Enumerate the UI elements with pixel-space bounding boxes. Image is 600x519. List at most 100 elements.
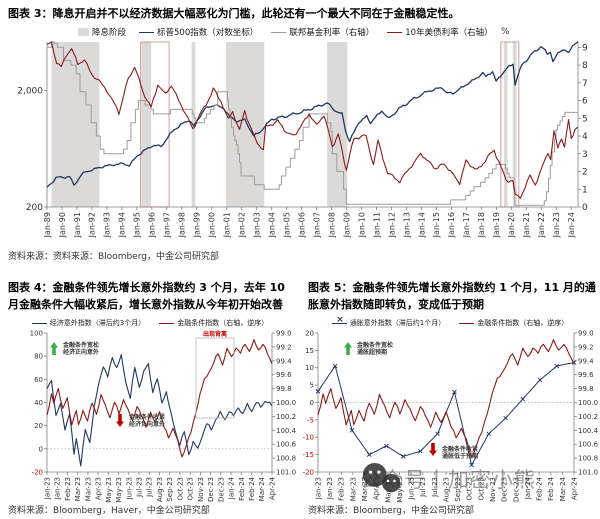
axis-tick-label: 99.0: [276, 329, 292, 337]
annotation-box: [195, 337, 235, 419]
axis-tick-label: 20: [34, 422, 43, 430]
inflation-surprise-marker: [537, 377, 543, 383]
axis-tick-label: Jan-23: [552, 212, 561, 238]
fig3-source: 资料来源：资料来源：Bloomberg，中金公司研究部: [8, 252, 219, 262]
arrow-down-icon: [116, 414, 124, 427]
fig3-chart: 2,000 200 0 1 2 3 4 5 6 7 8 9 Jan-89 Jan-90 Jan-91 Jan-…: [17, 41, 588, 238]
axis-tick-label: 99.4: [276, 357, 292, 365]
axis-tick-label: Jan-22: [537, 212, 546, 238]
legend-item-inflation-surprise: 通胀意外指数（滞后约1个月）: [331, 315, 446, 328]
axis-tick-label: Jul-23: [419, 477, 427, 498]
axis-tick-label: May-23: [105, 477, 113, 503]
fed-funds-line: [47, 41, 578, 206]
axis-tick-label: 99.6: [578, 371, 594, 379]
axis-tick-label: Jan-91: [73, 212, 82, 238]
rate-cut-band: [503, 42, 508, 207]
axis-tick-label: Jan-92: [88, 212, 97, 238]
axis-tick-label: Jan-19: [492, 212, 501, 238]
axis-tick-label: Jan-17: [462, 212, 471, 238]
axis-tick-label: Jan-24: [524, 476, 532, 500]
axis-tick-label: Jun-23: [408, 477, 416, 500]
axis-tick-label: Jan-98: [178, 212, 187, 238]
axis-tick-label: 1: [582, 185, 588, 195]
rate-cut-band: [141, 42, 152, 207]
inflation-surprise-marker: [315, 389, 321, 394]
axis-tick-label: Apr-24: [570, 476, 578, 500]
legend-item-fin-conditions: 金融条件指数（右轴，逆序）: [159, 318, 268, 328]
axis-tick-label: Jan-95: [133, 212, 142, 238]
axis-tick-label: Mar-23: [349, 477, 357, 501]
axis-tick-label: Dec-23: [512, 477, 520, 502]
axis-tick-label: Jan-14: [417, 212, 426, 238]
legend-item-us-10y: 10年美债利率（右轴）: [387, 26, 493, 38]
legend-item-rate-cut-band: 降息阶段: [78, 26, 126, 38]
axis-tick-label: 99.0: [578, 329, 594, 337]
axis-tick-label: 100.2: [578, 413, 598, 421]
inflation-surprise-marker: [503, 415, 508, 421]
line-swatch: [271, 28, 287, 37]
arrow-up-icon: [50, 342, 58, 355]
inflation-surprise-marker: [486, 431, 492, 437]
axis-tick-label: Apr-23: [373, 477, 381, 500]
right-axis-unit: %: [501, 27, 510, 37]
axis-tick-label: Jan-03: [253, 212, 262, 238]
axis-tick-label: 99.8: [578, 385, 594, 393]
axis-tick-label: 10: [305, 364, 314, 372]
wechat-icon: [362, 462, 401, 492]
axis-tick-label: -20: [303, 468, 314, 476]
line-swatch: [159, 319, 175, 328]
axis-tick-label: Nov-23: [489, 477, 497, 502]
axis-tick-label: Jan-08: [327, 212, 336, 238]
axis-tick-label: 100.0: [276, 399, 296, 407]
axis-tick-label: 99.8: [276, 385, 292, 393]
legend-label: 降息阶段: [92, 28, 127, 38]
axis-tick-label: Jan-16: [447, 212, 456, 238]
axis-tick-label: Jan-23: [54, 477, 62, 500]
fig4-source: 资料来源：Bloomberg，Haver，中金公司研究部: [8, 506, 210, 516]
axis-tick-label: Jan-12: [387, 212, 396, 238]
legend-label: 联邦基金利率（右轴）: [289, 28, 375, 38]
axis-tick-label: -20: [32, 468, 43, 476]
axis-tick-label: Jan-99: [193, 212, 202, 238]
fig3-title: 图表 3：降息开启并不以经济数据大幅恶化为门槛，此轮还有一个最大不同在于金融稳定…: [8, 7, 460, 20]
inflation-surprise-marker: [332, 363, 338, 369]
axis-tick-label: -5: [307, 416, 314, 424]
inflation-surprise-marker: [520, 396, 526, 402]
axis-tick-label: 20: [305, 329, 314, 337]
axis-tick-label: May-23: [115, 477, 123, 503]
axis-tick-label: Jan-24: [228, 476, 236, 500]
axis-tick-label: 60: [34, 376, 43, 384]
axis-tick-label: Mar-24: [258, 476, 266, 501]
axis-tick-label: 3: [582, 150, 588, 160]
axis-tick-label: Mar-24: [559, 476, 567, 501]
axis-tick-label: Jan-13: [402, 212, 411, 238]
rate-cut-band: [512, 42, 517, 207]
axis-tick-label: Jan-05: [282, 212, 291, 238]
legend-label: 经济意外指数（滞后约3个月）: [49, 319, 146, 327]
fin-conditions-line: [46, 339, 273, 458]
legend-label: 通胀意外指数（滞后约1个月）: [349, 319, 446, 327]
axis-tick-label: Oct-23: [466, 477, 474, 501]
axis-tick-label: Jul-23: [146, 477, 154, 498]
axis-tick-label: 2: [582, 168, 588, 178]
fig5-legend: 通胀意外指数（滞后约1个月） 金融条件指数（右轴，逆序）: [300, 315, 600, 328]
inflation-surprise-marker: [435, 431, 440, 437]
axis-tick-label: Oct-23: [187, 477, 195, 501]
axis-tick-label: Jan-97: [163, 212, 172, 238]
inflation-surprise-marker: [349, 427, 355, 433]
legend-label: 标普500指数（对数坐标）: [157, 28, 259, 38]
axis-tick-label: Sep-23: [166, 477, 174, 502]
band-swatch: [78, 28, 89, 36]
axis-tick-label: 100.6: [578, 441, 599, 449]
annotation-text: 经济负向意外: [129, 420, 165, 428]
axis-tick-label: Jan-90: [58, 212, 67, 238]
axis-tick-label: 100: [30, 329, 43, 337]
line-swatch: [139, 28, 155, 37]
axis-tick-label: Jan-07: [312, 212, 321, 238]
axis-tick-label: 4: [582, 132, 588, 142]
annotation-text: 金融条件宽松: [62, 341, 99, 349]
axis-tick-label: 5: [582, 114, 588, 124]
axis-tick-label: Jul-23: [431, 477, 439, 498]
axis-tick-label: 15: [305, 347, 314, 355]
axis-tick-label: Jan-89: [43, 212, 52, 238]
